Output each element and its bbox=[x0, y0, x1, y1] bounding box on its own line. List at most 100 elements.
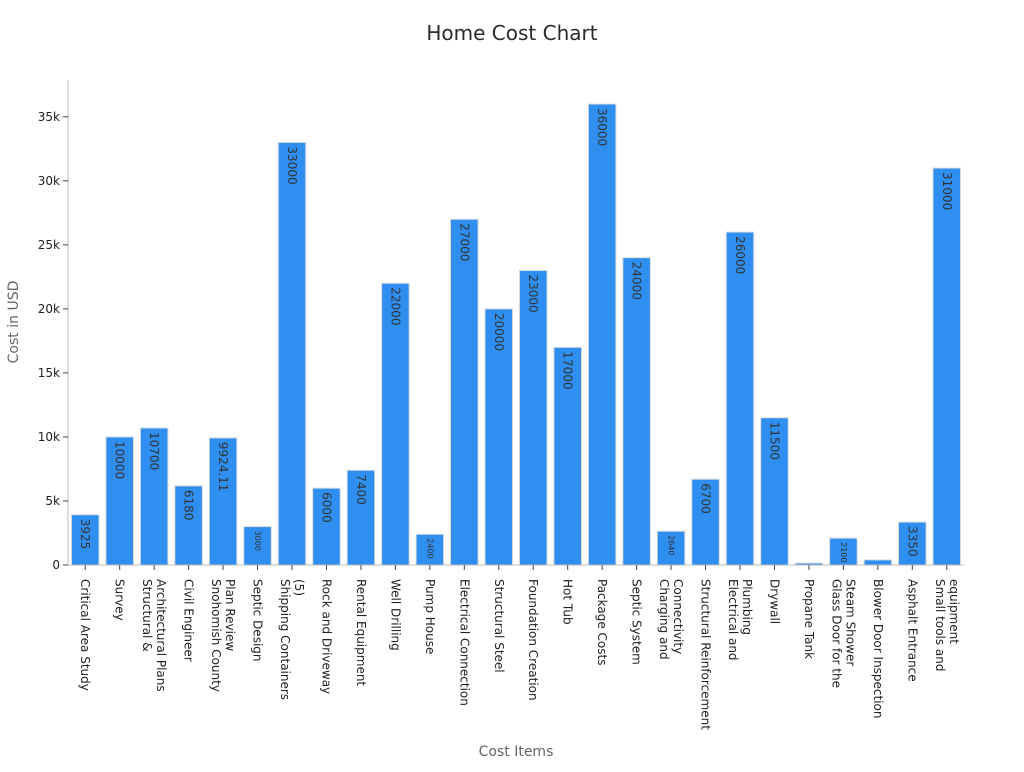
bar bbox=[656, 530, 686, 566]
x-tick-label-line: Structural Steel bbox=[492, 579, 506, 673]
bar-data-label: 23000 bbox=[526, 274, 540, 312]
x-tick-label-line: Small tools and bbox=[933, 579, 947, 672]
x-tick-label-line: Well Drilling bbox=[388, 579, 402, 651]
x-tick-label-line: Foundation Creation bbox=[526, 579, 540, 701]
x-tick-label: Structural Reinforcement bbox=[699, 579, 713, 730]
bar bbox=[174, 485, 203, 566]
bar-data-label: 3000 bbox=[253, 531, 262, 551]
x-tick-label: Shipping Containers (5) bbox=[278, 579, 306, 700]
x-tick-label-line: Pump House bbox=[423, 579, 437, 654]
bar bbox=[243, 526, 272, 566]
bar bbox=[139, 427, 169, 566]
y-tick-label: 0 bbox=[52, 558, 60, 572]
x-tick-label: Structural Steel bbox=[492, 579, 506, 673]
bar bbox=[829, 537, 858, 566]
bar-data-label-group: 17000 bbox=[561, 351, 575, 389]
bar bbox=[277, 141, 307, 566]
bar bbox=[587, 103, 617, 566]
x-tick-label: Civil Engineer bbox=[182, 579, 196, 662]
bar-data-label-group: 6700 bbox=[699, 483, 713, 514]
bar-data-label-group: 10700 bbox=[147, 432, 161, 470]
y-tick-label: 25k bbox=[38, 238, 60, 252]
bar-data-label-group: 10000 bbox=[113, 441, 127, 479]
x-tick-label: Electrical Connection bbox=[457, 579, 471, 706]
bar-data-label-group: 20000 bbox=[492, 313, 506, 351]
bar-data-label: 36000 bbox=[595, 108, 609, 146]
bar-data-label: 6700 bbox=[699, 483, 713, 514]
y-tick-label: 10k bbox=[38, 430, 60, 444]
bar bbox=[553, 346, 582, 566]
x-tick-label-line: Structural & bbox=[140, 579, 154, 652]
x-tick-label-line: Blower Door Inspection bbox=[871, 579, 885, 719]
bar-data-label-group: 3925 bbox=[78, 519, 92, 550]
y-tick-label: 35k bbox=[38, 110, 60, 124]
x-tick-label-line: Glass Door for the bbox=[829, 579, 843, 688]
bar-data-label-group: 33000 bbox=[285, 146, 299, 184]
x-tick-label-line: Survey bbox=[113, 579, 127, 621]
x-tick-label: Rock and Driveway bbox=[319, 579, 333, 694]
y-tick-label: 30k bbox=[38, 174, 60, 188]
x-tick-label-line: Rental Equipment bbox=[354, 579, 368, 686]
bar-data-label: 6000 bbox=[319, 492, 333, 523]
x-tick-label-line: (5) bbox=[292, 579, 306, 596]
bar-data-label: 10700 bbox=[147, 432, 161, 470]
bar bbox=[760, 417, 789, 566]
x-tick-label: Asphalt Entrance bbox=[905, 579, 919, 682]
bar-data-label-group: 9924.11 bbox=[216, 442, 230, 492]
bar-data-label: 2400 bbox=[425, 538, 434, 558]
x-tick-label-line: Septic System bbox=[630, 579, 644, 665]
bar-data-label: 3925 bbox=[78, 519, 92, 550]
x-tick-label: Septic Design bbox=[251, 579, 265, 662]
bar bbox=[70, 514, 100, 566]
x-tick-label-line: Rock and Driveway bbox=[319, 579, 333, 694]
bar-data-label: 6180 bbox=[182, 490, 196, 521]
y-axis-label: Cost in USD bbox=[6, 281, 22, 364]
bar-data-label-group: 2640 bbox=[667, 535, 676, 555]
bar-data-label-group: 2100 bbox=[839, 542, 848, 562]
x-tick-label: Well Drilling bbox=[388, 579, 402, 651]
x-tick-label: Rental Equipment bbox=[354, 579, 368, 686]
x-tick-label: Charging and Connectivity bbox=[657, 579, 685, 660]
x-tick-label-line: Steam Shower bbox=[843, 579, 857, 666]
bar-data-label: 22000 bbox=[388, 287, 402, 325]
bar-data-label: 3350 bbox=[905, 526, 919, 557]
bar-data-label-group: 2400 bbox=[425, 538, 434, 558]
bar bbox=[450, 218, 479, 566]
bar-data-label-group: 26000 bbox=[733, 236, 747, 274]
bar bbox=[932, 167, 962, 566]
bar-data-label: 17000 bbox=[561, 351, 575, 389]
bar bbox=[622, 257, 651, 566]
x-tick-label-line: Package Costs bbox=[595, 579, 609, 665]
x-tick-label: Snohomish County Plan Review bbox=[209, 579, 237, 692]
x-tick-label: Drywall bbox=[767, 579, 781, 624]
x-tick-label-line: Electrical Connection bbox=[457, 579, 471, 706]
x-tick-label-line: Shipping Containers bbox=[278, 579, 292, 700]
x-tick-label-line: Asphalt Entrance bbox=[905, 579, 919, 682]
bar-data-label: 11500 bbox=[767, 422, 781, 460]
bar-data-label-group: 11500 bbox=[767, 422, 781, 460]
x-tick-label-line: Plan Review bbox=[223, 579, 237, 651]
x-tick-label: Critical Area Study bbox=[78, 579, 92, 691]
x-tick-label-line: Drywall bbox=[767, 579, 781, 624]
bar-data-label-group: 23000 bbox=[526, 274, 540, 312]
bar-data-label: 26000 bbox=[733, 236, 747, 274]
bar-data-label-group: 6180 bbox=[182, 490, 196, 521]
y-axis-ticks: 0 5k 10k 15k 20k 25k 30k 35k bbox=[38, 110, 68, 572]
bar-data-label: 31000 bbox=[940, 172, 954, 210]
bar bbox=[898, 521, 927, 566]
bar-data-label: 10000 bbox=[113, 441, 127, 479]
bars-group bbox=[70, 103, 962, 566]
x-tick-label: Pump House bbox=[423, 579, 437, 654]
x-tick-label-line: Septic Design bbox=[251, 579, 265, 662]
x-tick-label: Foundation Creation bbox=[526, 579, 540, 701]
x-tick-label-line: Snohomish County bbox=[209, 579, 223, 692]
x-tick-label-line: Structural Reinforcement bbox=[699, 579, 713, 730]
x-tick-label-line: Propane Tank bbox=[802, 579, 816, 659]
x-axis-ticks: Critical Area Study Survey Structural & Arc… bbox=[78, 565, 961, 730]
x-tick-label-line: Critical Area Study bbox=[78, 579, 92, 691]
bar-data-label: 27000 bbox=[457, 223, 471, 261]
x-tick-label: Hot Tub bbox=[561, 579, 575, 625]
y-tick-label: 15k bbox=[38, 366, 60, 380]
